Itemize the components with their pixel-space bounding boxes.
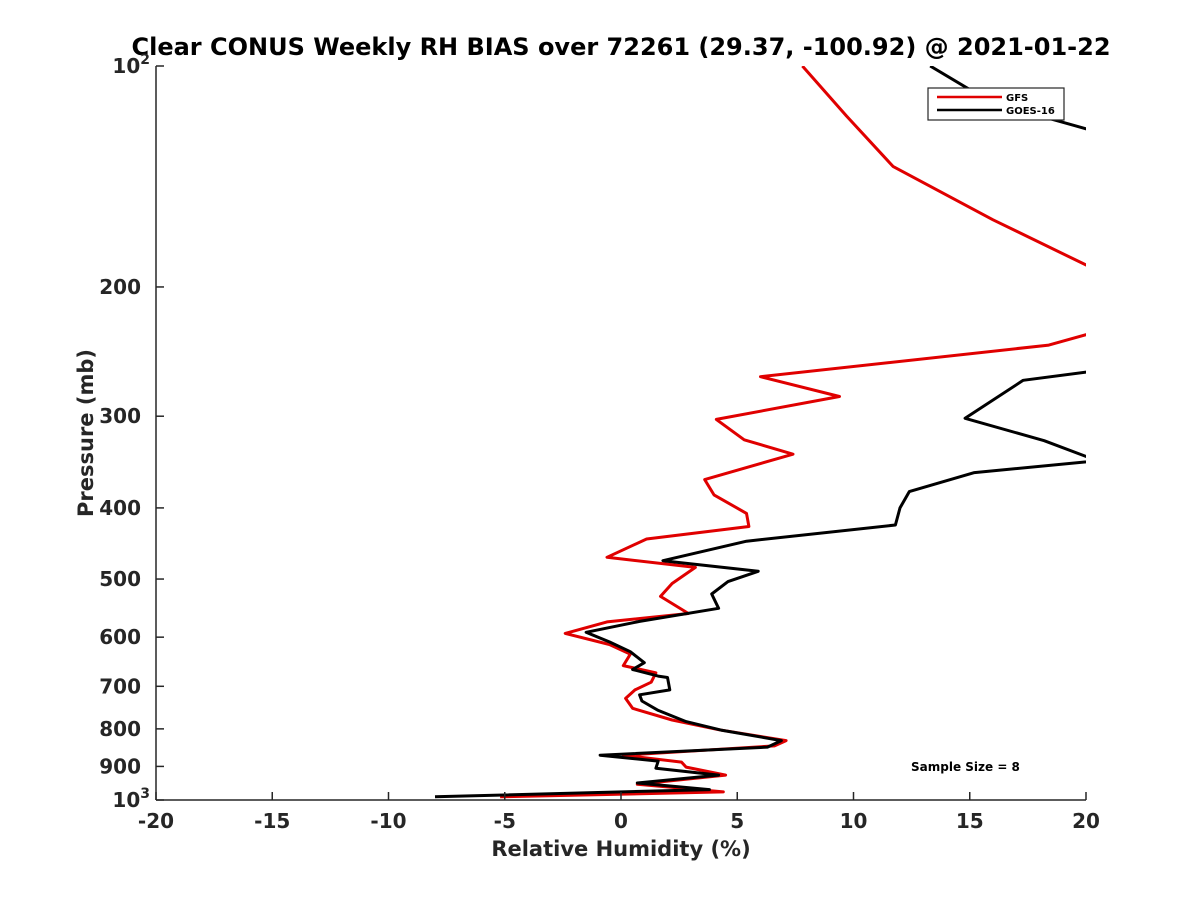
- legend-label-gfs: GFS: [1006, 93, 1028, 104]
- y-tick-label: 200: [99, 275, 141, 299]
- sample-size-annotation: Sample Size = 8: [911, 760, 1020, 774]
- y-tick-label: 800: [99, 717, 141, 741]
- series-layer: [434, 66, 1086, 799]
- x-tick-label: 10: [840, 809, 868, 833]
- x-tick-label: 0: [614, 809, 628, 833]
- y-tick-label: 500: [99, 567, 141, 591]
- legend-box: [927, 87, 1065, 121]
- legend: GFS GOES-16: [927, 87, 1065, 121]
- x-tick-label: 15: [956, 809, 984, 833]
- y-tick-label: 300: [99, 404, 141, 428]
- series-line-goes-16: [434, 66, 1086, 799]
- x-tick-label: -10: [370, 809, 406, 833]
- y-tick-label: 400: [99, 496, 141, 520]
- x-tick-label: -5: [494, 809, 516, 833]
- y-tick-label: 900: [99, 754, 141, 778]
- x-tick-label: -20: [138, 809, 174, 833]
- legend-label-goes-16: GOES-16: [1006, 106, 1055, 117]
- tick-layer: -20 -15 -10 -5 0 5 10 15 20 102 200 300 400 500 600 700…: [99, 52, 1100, 833]
- y-tick-label: 600: [99, 625, 141, 649]
- x-tick-label: 20: [1072, 809, 1100, 833]
- x-tick-label: 5: [730, 809, 744, 833]
- y-axis-label: Pressure (mb): [74, 349, 98, 517]
- y-tick-label: 103: [112, 786, 150, 812]
- x-tick-label: -15: [254, 809, 290, 833]
- chart-title: Clear CONUS Weekly RH BIAS over 72261 (2…: [131, 33, 1110, 61]
- y-tick-label: 102: [112, 52, 150, 78]
- y-tick-label: 700: [99, 674, 141, 698]
- x-axis-label: Relative Humidity (%): [491, 837, 750, 861]
